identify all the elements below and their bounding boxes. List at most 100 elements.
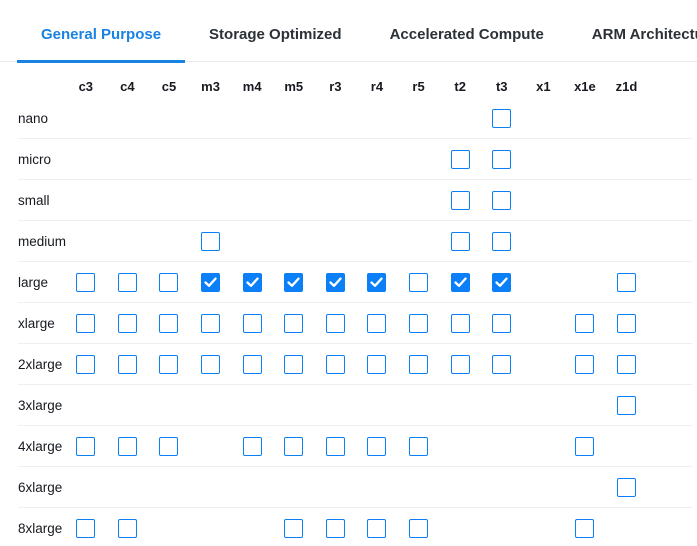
- checkbox-2xlarge-m5[interactable]: [284, 354, 304, 374]
- checkbox-2xlarge-r4[interactable]: [367, 354, 387, 374]
- checkbox-2xlarge-r5[interactable]: [409, 354, 429, 374]
- cell-medium-t3: [481, 231, 523, 251]
- checkbox-2xlarge-m3[interactable]: [201, 354, 221, 374]
- tab-storage-optimized[interactable]: Storage Optimized: [209, 26, 342, 43]
- checkbox-large-c3[interactable]: [76, 272, 96, 292]
- checkbox-2xlarge-c4[interactable]: [117, 354, 137, 374]
- row-label-small: small: [18, 192, 50, 208]
- checkbox-4xlarge-m5[interactable]: [284, 436, 304, 456]
- checkbox-8xlarge-r4[interactable]: [367, 518, 387, 538]
- checkbox-6xlarge-z1d[interactable]: [617, 477, 637, 497]
- cell-2xlarge-r3: [315, 354, 357, 374]
- cell-2xlarge-m3: [190, 354, 232, 374]
- cell-4xlarge-m4: [231, 436, 273, 456]
- checkbox-2xlarge-t3[interactable]: [492, 354, 512, 374]
- cell-xlarge-m3: [190, 313, 232, 333]
- cell-large-t2: [439, 272, 481, 292]
- checkbox-xlarge-m4[interactable]: [242, 313, 262, 333]
- row-label-3xlarge: 3xlarge: [18, 397, 63, 413]
- checkbox-small-t2[interactable]: [450, 190, 470, 210]
- cell-2xlarge-r4: [356, 354, 398, 374]
- row-label-2xlarge: 2xlarge: [18, 356, 63, 372]
- checkbox-xlarge-x1e[interactable]: [575, 313, 595, 333]
- checkbox-4xlarge-x1e[interactable]: [575, 436, 595, 456]
- checkbox-large-c4[interactable]: [117, 272, 137, 292]
- cell-2xlarge-r5: [398, 354, 440, 374]
- cell-8xlarge-m5: [273, 518, 315, 538]
- checkbox-large-r4[interactable]: [367, 272, 387, 292]
- checkbox-large-m4[interactable]: [242, 272, 262, 292]
- checkbox-xlarge-t2[interactable]: [450, 313, 470, 333]
- check-icon: [453, 276, 467, 287]
- checkbox-large-r3[interactable]: [325, 272, 345, 292]
- cell-xlarge-z1d: [606, 313, 648, 333]
- cell-large-c4: [107, 272, 149, 292]
- checkbox-xlarge-m5[interactable]: [284, 313, 304, 333]
- checkbox-4xlarge-c4[interactable]: [117, 436, 137, 456]
- checkbox-nano-t3[interactable]: [492, 108, 512, 128]
- checkbox-2xlarge-t2[interactable]: [450, 354, 470, 374]
- checkbox-3xlarge-z1d[interactable]: [617, 395, 637, 415]
- checkbox-8xlarge-c4[interactable]: [117, 518, 137, 538]
- checkbox-micro-t3[interactable]: [492, 149, 512, 169]
- cell-xlarge-t3: [481, 313, 523, 333]
- checkbox-8xlarge-c3[interactable]: [76, 518, 96, 538]
- cell-4xlarge-c5: [148, 436, 190, 456]
- checkbox-xlarge-t3[interactable]: [492, 313, 512, 333]
- tab-arm-architecture[interactable]: ARM Architecture: [591, 26, 697, 43]
- table-row-6xlarge: 6xlarge: [18, 467, 692, 508]
- checkbox-xlarge-c4[interactable]: [117, 313, 137, 333]
- checkbox-xlarge-z1d[interactable]: [617, 313, 637, 333]
- checkbox-xlarge-c3[interactable]: [76, 313, 96, 333]
- checkbox-4xlarge-c3[interactable]: [76, 436, 96, 456]
- table-row-large: large: [18, 262, 692, 303]
- checkbox-2xlarge-z1d[interactable]: [617, 354, 637, 374]
- checkbox-medium-t2[interactable]: [450, 231, 470, 251]
- checkbox-8xlarge-x1e[interactable]: [575, 518, 595, 538]
- cell-4xlarge-r5: [398, 436, 440, 456]
- checkbox-8xlarge-r5[interactable]: [409, 518, 429, 538]
- checkbox-large-m5[interactable]: [284, 272, 304, 292]
- column-header-r5: r5: [412, 79, 425, 94]
- cell-micro-t3: [481, 149, 523, 169]
- checkbox-2xlarge-m4[interactable]: [242, 354, 262, 374]
- cell-large-m3: [190, 272, 232, 292]
- checkbox-4xlarge-c5[interactable]: [159, 436, 179, 456]
- matrix-rows: nano micro small medium large xlarge 2xlarge 3x…: [12, 98, 697, 546]
- checkbox-medium-m3[interactable]: [201, 231, 221, 251]
- checkbox-xlarge-m3[interactable]: [201, 313, 221, 333]
- checkbox-2xlarge-c5[interactable]: [159, 354, 179, 374]
- checkbox-2xlarge-r3[interactable]: [325, 354, 345, 374]
- checkbox-xlarge-r4[interactable]: [367, 313, 387, 333]
- column-header-m4: m4: [242, 79, 262, 94]
- checkbox-micro-t2[interactable]: [450, 149, 470, 169]
- checkbox-large-m3[interactable]: [201, 272, 221, 292]
- tab-general-purpose[interactable]: General Purpose: [17, 26, 186, 63]
- cell-xlarge-r4: [356, 313, 398, 333]
- checkbox-2xlarge-c3[interactable]: [76, 354, 96, 374]
- checkbox-2xlarge-x1e[interactable]: [575, 354, 595, 374]
- checkbox-large-t2[interactable]: [450, 272, 470, 292]
- checkbox-xlarge-c5[interactable]: [159, 313, 179, 333]
- row-label-medium: medium: [18, 233, 67, 249]
- checkbox-small-t3[interactable]: [492, 190, 512, 210]
- checkbox-xlarge-r3[interactable]: [325, 313, 345, 333]
- checkbox-8xlarge-r3[interactable]: [325, 518, 345, 538]
- tab-accelerated-compute[interactable]: Accelerated Compute: [389, 26, 544, 43]
- checkbox-4xlarge-m4[interactable]: [242, 436, 262, 456]
- checkbox-8xlarge-m5[interactable]: [284, 518, 304, 538]
- cell-micro-t2: [439, 149, 481, 169]
- checkbox-large-z1d[interactable]: [617, 272, 637, 292]
- checkbox-large-t3[interactable]: [492, 272, 512, 292]
- check-icon: [329, 276, 342, 287]
- checkbox-4xlarge-r4[interactable]: [367, 436, 387, 456]
- cell-8xlarge-x1e: [564, 518, 606, 538]
- cell-small-t2: [439, 190, 481, 210]
- checkbox-4xlarge-r3[interactable]: [325, 436, 345, 456]
- checkbox-medium-t3[interactable]: [492, 231, 512, 251]
- checkbox-large-r5[interactable]: [409, 272, 429, 292]
- table-row-xlarge: xlarge: [18, 303, 692, 344]
- checkbox-xlarge-r5[interactable]: [409, 313, 429, 333]
- checkbox-large-c5[interactable]: [159, 272, 179, 292]
- checkbox-4xlarge-r5[interactable]: [409, 436, 429, 456]
